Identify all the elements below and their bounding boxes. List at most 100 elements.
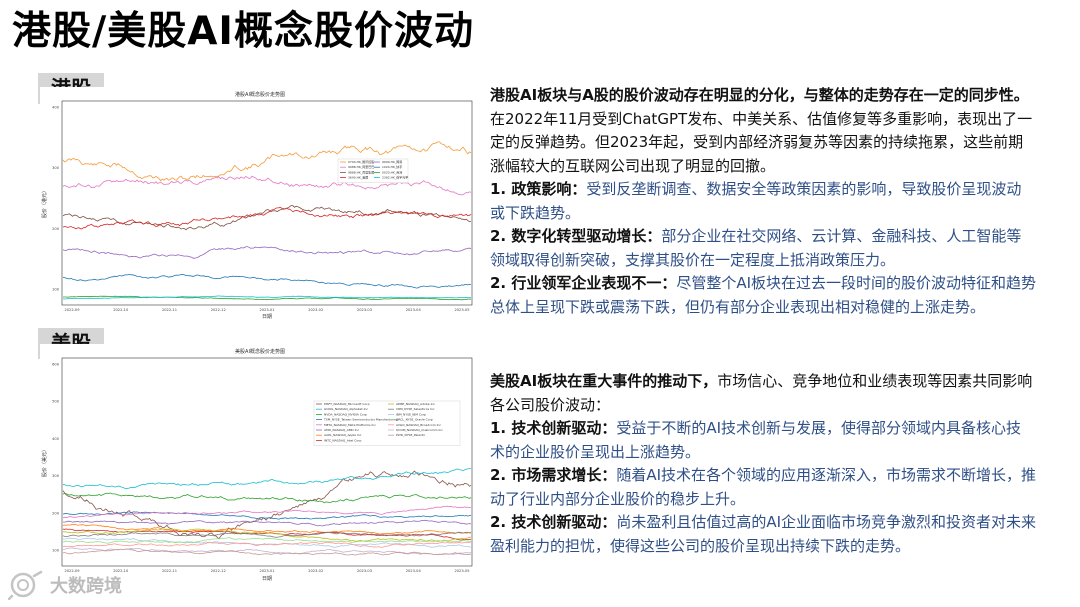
us-point-1-heading: 1. 技术创新驱动： <box>490 419 617 437</box>
us-series-line <box>62 541 472 548</box>
us-analysis: 美股AI板块在重大事件的推动下，市场信心、竞争地位和业绩表现等因素共同影响各公司… <box>490 370 1050 558</box>
hk-legend-label: 9888.HK_百度集团 <box>348 169 374 174</box>
hk-chart-svg: 港股AI概念股价走势图 400 300 200 100 2022-09 2022-10 2… <box>41 91 473 320</box>
hk-legend-box <box>337 158 409 183</box>
us-legend-label: GOOG_NASDAQ_Alphabet Inc <box>324 407 368 411</box>
hk-intro-text: 在2022年11月受到ChatGPT发布、中美关系、估值修复等多重影响，表现出了… <box>490 109 1033 175</box>
us-plot-frame <box>61 357 473 567</box>
us-x-tick-label: 2022-09 <box>64 569 80 573</box>
brand-logo: 大数跨境 <box>8 568 122 602</box>
us-x-tick-label: 2023-05 <box>454 569 469 573</box>
us-chart-title: 美股AI概念股价走势图 <box>235 348 285 355</box>
hk-x-tick-label: 2022-10 <box>113 308 129 312</box>
hk-point-1: 1. 政策影响：受到反垄断调查、数据安全等政策因素的影响，导致股价呈现波动或下跌… <box>490 178 1035 225</box>
hk-point-3: 2. 行业领军企业表现不一：尽管整个AI板块在过去一段时间的股价波动特征和趋势总… <box>490 272 1040 319</box>
us-series-line <box>62 528 472 541</box>
us-series-line <box>62 547 472 556</box>
us-x-tick-label: 2022-10 <box>113 569 129 573</box>
hk-series-line <box>62 273 472 289</box>
us-x-tick-label: 2023-04 <box>406 569 422 573</box>
hk-series-line <box>62 246 472 259</box>
hk-x-tick-label: 2023-04 <box>406 308 422 312</box>
us-intro: 美股AI板块在重大事件的推动下，市场信心、竞争地位和业绩表现等因素共同影响各公司… <box>490 370 1035 417</box>
hk-x-tick-label: 2022-09 <box>64 308 80 312</box>
us-y-tick-label: 400 <box>52 437 60 441</box>
us-point-1-text: 受益于不断的AI技术创新与发展，使得部分领域内具备核心技术的企业股价呈现出上涨趋… <box>490 419 1022 461</box>
us-x-tick-label: 2022-11 <box>162 569 177 573</box>
hk-x-axis-label: 日期 <box>262 314 272 320</box>
us-legend-label: QCOM_NASDAQ_Qualcomm Inc <box>396 428 443 432</box>
us-legend-label: INTC_NASDAQ_Intel Corp <box>324 438 361 442</box>
us-legend-label: MSFT_NASDAQ_Microsoft Corp <box>324 402 370 406</box>
hk-series-line <box>62 175 472 196</box>
us-y-tick-label: 200 <box>52 511 60 515</box>
hk-y-tick-label: 400 <box>52 106 60 110</box>
hk-chart-title: 港股AI概念股价走势图 <box>235 91 285 98</box>
us-legend-label: AVGO_NASDAQ_Broadcom Inc <box>396 423 441 427</box>
us-x-tick-label: 2023-03 <box>357 569 372 573</box>
us-legend-label: AMD_NASDAQ_AMD Inc <box>324 428 359 432</box>
hk-point-1-text: 受到反垄断调查、数据安全等政策因素的影响，导致股价呈现波动或下跌趋势。 <box>490 180 1022 222</box>
us-point-2-text: 随着AI技术在各个领域的应用逐渐深入，市场需求不断增长，推动了行业内部分企业股价… <box>490 466 1037 508</box>
us-legend-box <box>313 400 461 446</box>
us-legend-label: IBM_NYSE_IBM Corp <box>396 412 426 416</box>
us-series-line <box>62 531 472 538</box>
hk-legend-label: 1024.HK_快手 <box>382 164 402 169</box>
hk-x-tick-label: 2023-02 <box>308 308 323 312</box>
hk-legend-label: 3690.HK_美团 <box>348 175 368 180</box>
us-series-line <box>62 519 472 527</box>
page-title: 港股/美股AI概念股价波动 <box>12 9 474 54</box>
us-point-3-heading: 2. 技术创新驱动： <box>490 513 617 531</box>
hk-stock-chart: 港股AI概念股价走势图 400 300 200 100 2022-09 2022-10 2… <box>40 87 480 321</box>
hk-series-line <box>62 295 471 300</box>
us-x-axis-label: 日期 <box>262 576 272 582</box>
us-series-line <box>62 492 472 504</box>
us-point-3-text: 尚未盈利且估值过高的AI企业面临市场竞争激烈和投资者对未来盈利能力的担忧，使得这… <box>490 513 1037 555</box>
us-series-line <box>62 511 472 520</box>
us-point-3: 2. 技术创新驱动：尚未盈利且估值过高的AI企业面临市场竞争激烈和投资者对未来盈… <box>490 511 1038 558</box>
us-series-line <box>63 528 472 542</box>
us-chart-svg: 美股AI概念股价走势图 600 500 400 300 200 100 2022-09 20… <box>41 348 473 582</box>
us-x-tick-label: 2023-02 <box>308 569 323 573</box>
us-y-tick-label: 100 <box>52 549 60 553</box>
us-legend-label: TSM_NYSE_Taiwan Semiconductor Manufactur… <box>323 418 398 422</box>
hk-point-1-heading: 1. 政策影响： <box>490 180 587 198</box>
hk-x-tick-label: 2023-03 <box>357 308 372 312</box>
hk-series-line <box>62 204 472 231</box>
hk-x-tick-label: 2022-12 <box>211 308 226 312</box>
hk-point-2-heading: 2. 数字化转型驱动增长： <box>490 227 662 245</box>
hk-y-tick-label: 200 <box>52 227 60 231</box>
us-legend-label: NVDA_NASDAQ_NVIDIA Corp <box>324 412 367 416</box>
hk-legend-label: 0700.HK_腾讯控股 <box>348 159 374 164</box>
hk-point-2-text: 部分企业在社交网络、云计算、金融科技、人工智能等领域取得创新突破，支撑其股价在一… <box>490 227 1022 269</box>
us-series-line <box>62 505 472 518</box>
hk-series-line <box>62 141 472 182</box>
hk-x-tick-label: 2022-11 <box>162 308 177 312</box>
us-y-tick-label: 600 <box>52 363 60 367</box>
logo-text: 大数跨境 <box>50 576 122 597</box>
us-y-axis-label: 股价（美元） <box>41 447 48 477</box>
us-series-line <box>62 548 472 556</box>
hk-analysis: 港股AI板块与A股的股价波动存在明显的分化，与整体的走势存在一定的同步性。 在2… <box>490 84 1055 319</box>
hk-x-tick-label: 2023-05 <box>454 308 469 312</box>
hk-plot-frame <box>61 100 473 306</box>
us-legend-label: AAPL_NASDAQ_Apple Inc <box>324 433 362 437</box>
hk-intro-bold: 港股AI板块与A股的股价波动存在明显的分化，与整体的走势存在一定的同步性。 <box>490 86 1029 104</box>
hk-y-tick-label: 100 <box>52 288 60 292</box>
us-intro-text: 市场信心、竞争地位和业绩表现等因素共同影响各公司股价波动： <box>490 372 1033 414</box>
hk-x-tick-label: 2023-01 <box>259 308 274 312</box>
us-y-tick-label: 500 <box>52 400 60 404</box>
us-series-line <box>62 537 472 544</box>
us-point-1: 1. 技术创新驱动：受益于不断的AI技术创新与发展，使得部分领域内具备核心技术的… <box>490 417 1035 464</box>
us-y-tick-label: 300 <box>52 474 60 478</box>
hk-point-2: 2. 数字化转型驱动增长：部分企业在社交网络、云计算、金融科技、人工智能等领域取… <box>490 225 1035 272</box>
us-series-line <box>63 468 472 490</box>
hk-point-3-text: 尽管整个AI板块在过去一段时间的股价波动特征和趋势总体上呈现下跌或震荡下跌，但仍… <box>490 274 1037 316</box>
us-legend-label: META_NASDAQ_Meta Platforms Inc <box>324 423 376 427</box>
us-intro-bold: 美股AI板块在重大事件的推动下， <box>490 372 718 390</box>
us-legend-label: CRM_NYSE_Salesforce Inc <box>396 407 435 411</box>
logo-icon <box>8 570 43 600</box>
us-point-2: 2. 市场需求增长：随着AI技术在各个领域的应用逐渐深入，市场需求不断增长，推动… <box>490 464 1038 511</box>
us-legend-label: ORCL_NYSE_Oracle Corp <box>396 418 433 422</box>
hk-legend-label: 2382.HK_舜宇光学 <box>382 175 408 180</box>
